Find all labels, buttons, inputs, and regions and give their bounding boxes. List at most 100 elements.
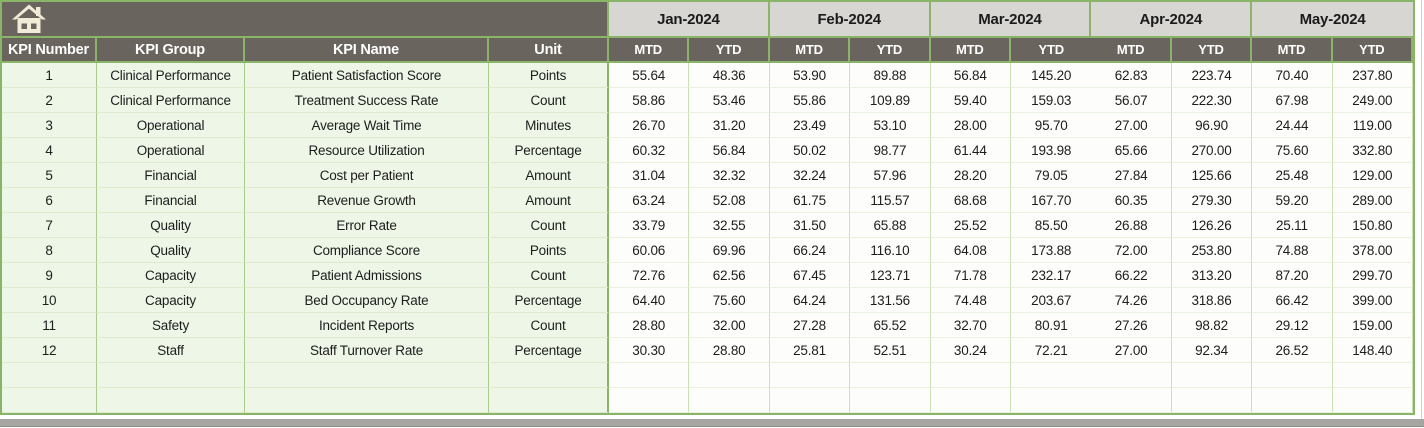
cell-kpi-name[interactable]: Cost per Patient bbox=[245, 163, 489, 188]
cell-value[interactable]: 75.60 bbox=[1252, 138, 1333, 163]
cell-empty[interactable] bbox=[1171, 363, 1253, 388]
cell-value[interactable]: 203.67 bbox=[1011, 288, 1092, 313]
cell-value[interactable]: 159.03 bbox=[1011, 88, 1092, 113]
cell-value[interactable]: 60.32 bbox=[609, 138, 690, 163]
cell-unit[interactable]: Percentage bbox=[489, 338, 609, 363]
cell-value[interactable]: 66.42 bbox=[1252, 288, 1333, 313]
cell-unit[interactable]: Amount bbox=[489, 188, 609, 213]
cell-empty[interactable] bbox=[489, 363, 609, 388]
month-header-apr-2024[interactable]: Apr-2024 bbox=[1091, 2, 1253, 38]
month-header-jan-2024[interactable]: Jan-2024 bbox=[609, 2, 770, 38]
period-header-mar-2024-ytd[interactable]: YTD bbox=[1011, 38, 1092, 63]
cell-value[interactable]: 30.30 bbox=[609, 338, 690, 363]
cell-unit[interactable]: Percentage bbox=[489, 138, 609, 163]
cell-value[interactable]: 25.52 bbox=[930, 213, 1011, 238]
cell-value[interactable]: 119.00 bbox=[1332, 113, 1413, 138]
cell-value[interactable]: 115.57 bbox=[850, 188, 931, 213]
cell-value[interactable]: 33.79 bbox=[609, 213, 690, 238]
cell-value[interactable]: 32.32 bbox=[689, 163, 770, 188]
period-header-may-2024-mtd[interactable]: MTD bbox=[1252, 38, 1333, 63]
cell-value[interactable]: 145.20 bbox=[1011, 63, 1092, 88]
month-header-may-2024[interactable]: May-2024 bbox=[1252, 2, 1413, 38]
cell-value[interactable]: 59.20 bbox=[1252, 188, 1333, 213]
cell-value[interactable]: 89.88 bbox=[850, 63, 931, 88]
period-header-mar-2024-mtd[interactable]: MTD bbox=[930, 38, 1011, 63]
cell-empty[interactable] bbox=[930, 363, 1011, 388]
cell-value[interactable]: 279.30 bbox=[1171, 188, 1253, 213]
cell-value[interactable]: 28.80 bbox=[689, 338, 770, 363]
cell-kpi-name[interactable]: Treatment Success Rate bbox=[245, 88, 489, 113]
cell-value[interactable]: 98.82 bbox=[1171, 313, 1253, 338]
cell-value[interactable]: 60.35 bbox=[1091, 188, 1172, 213]
cell-value[interactable]: 66.24 bbox=[769, 238, 851, 263]
cell-value[interactable]: 125.66 bbox=[1171, 163, 1253, 188]
cell-value[interactable]: 74.48 bbox=[930, 288, 1011, 313]
period-header-jan-2024-ytd[interactable]: YTD bbox=[689, 38, 770, 63]
cell-empty[interactable] bbox=[769, 388, 851, 413]
cell-value[interactable]: 57.96 bbox=[850, 163, 931, 188]
cell-kpi-name[interactable]: Resource Utilization bbox=[245, 138, 489, 163]
cell-value[interactable]: 289.00 bbox=[1332, 188, 1413, 213]
cell-empty[interactable] bbox=[689, 363, 770, 388]
cell-value[interactable]: 61.75 bbox=[769, 188, 851, 213]
cell-value[interactable]: 31.04 bbox=[609, 163, 690, 188]
cell-kpi-group[interactable]: Financial bbox=[97, 163, 245, 188]
cell-value[interactable]: 313.20 bbox=[1171, 263, 1253, 288]
cell-value[interactable]: 32.70 bbox=[930, 313, 1011, 338]
cell-value[interactable]: 109.89 bbox=[850, 88, 931, 113]
cell-value[interactable]: 66.22 bbox=[1091, 263, 1172, 288]
cell-kpi-number[interactable]: 2 bbox=[2, 88, 97, 113]
cell-value[interactable]: 24.44 bbox=[1252, 113, 1333, 138]
cell-value[interactable]: 63.24 bbox=[609, 188, 690, 213]
cell-value[interactable]: 75.60 bbox=[689, 288, 770, 313]
cell-value[interactable]: 64.40 bbox=[609, 288, 690, 313]
cell-kpi-name[interactable]: Patient Admissions bbox=[245, 263, 489, 288]
cell-value[interactable]: 72.76 bbox=[609, 263, 690, 288]
cell-value[interactable]: 129.00 bbox=[1332, 163, 1413, 188]
cell-empty[interactable] bbox=[609, 363, 690, 388]
cell-value[interactable]: 222.30 bbox=[1171, 88, 1253, 113]
cell-value[interactable]: 31.20 bbox=[689, 113, 770, 138]
cell-kpi-group[interactable]: Operational bbox=[97, 113, 245, 138]
cell-value[interactable]: 65.88 bbox=[850, 213, 931, 238]
period-header-apr-2024-ytd[interactable]: YTD bbox=[1171, 38, 1253, 63]
cell-value[interactable]: 32.00 bbox=[689, 313, 770, 338]
cell-kpi-number[interactable]: 9 bbox=[2, 263, 97, 288]
cell-value[interactable]: 74.26 bbox=[1091, 288, 1172, 313]
cell-empty[interactable] bbox=[769, 363, 851, 388]
cell-empty[interactable] bbox=[1252, 388, 1333, 413]
cell-value[interactable]: 87.20 bbox=[1252, 263, 1333, 288]
cell-value[interactable]: 193.98 bbox=[1011, 138, 1092, 163]
home-button[interactable] bbox=[2, 2, 609, 38]
cell-value[interactable]: 237.80 bbox=[1332, 63, 1413, 88]
cell-empty[interactable] bbox=[2, 388, 97, 413]
cell-value[interactable]: 60.06 bbox=[609, 238, 690, 263]
cell-value[interactable]: 232.17 bbox=[1011, 263, 1092, 288]
cell-value[interactable]: 65.66 bbox=[1091, 138, 1172, 163]
cell-empty[interactable] bbox=[245, 388, 489, 413]
cell-value[interactable]: 48.36 bbox=[689, 63, 770, 88]
cell-value[interactable]: 123.71 bbox=[850, 263, 931, 288]
cell-value[interactable]: 55.86 bbox=[769, 88, 851, 113]
period-header-may-2024-ytd[interactable]: YTD bbox=[1332, 38, 1413, 63]
cell-kpi-group[interactable]: Capacity bbox=[97, 288, 245, 313]
cell-value[interactable]: 53.90 bbox=[769, 63, 851, 88]
cell-empty[interactable] bbox=[1252, 363, 1333, 388]
cell-kpi-number[interactable]: 3 bbox=[2, 113, 97, 138]
cell-empty[interactable] bbox=[850, 388, 931, 413]
cell-value[interactable]: 79.05 bbox=[1011, 163, 1092, 188]
cell-value[interactable]: 56.07 bbox=[1091, 88, 1172, 113]
cell-value[interactable]: 56.84 bbox=[689, 138, 770, 163]
cell-kpi-number[interactable]: 10 bbox=[2, 288, 97, 313]
cell-value[interactable]: 270.00 bbox=[1171, 138, 1253, 163]
column-header-kpi-name[interactable]: KPI Name bbox=[245, 38, 489, 63]
cell-value[interactable]: 98.77 bbox=[850, 138, 931, 163]
cell-unit[interactable]: Amount bbox=[489, 163, 609, 188]
cell-unit[interactable]: Count bbox=[489, 263, 609, 288]
cell-value[interactable]: 148.40 bbox=[1332, 338, 1413, 363]
cell-kpi-number[interactable]: 7 bbox=[2, 213, 97, 238]
cell-value[interactable]: 332.80 bbox=[1332, 138, 1413, 163]
cell-value[interactable]: 27.28 bbox=[769, 313, 851, 338]
cell-kpi-group[interactable]: Clinical Performance bbox=[97, 63, 245, 88]
cell-value[interactable]: 27.26 bbox=[1091, 313, 1172, 338]
